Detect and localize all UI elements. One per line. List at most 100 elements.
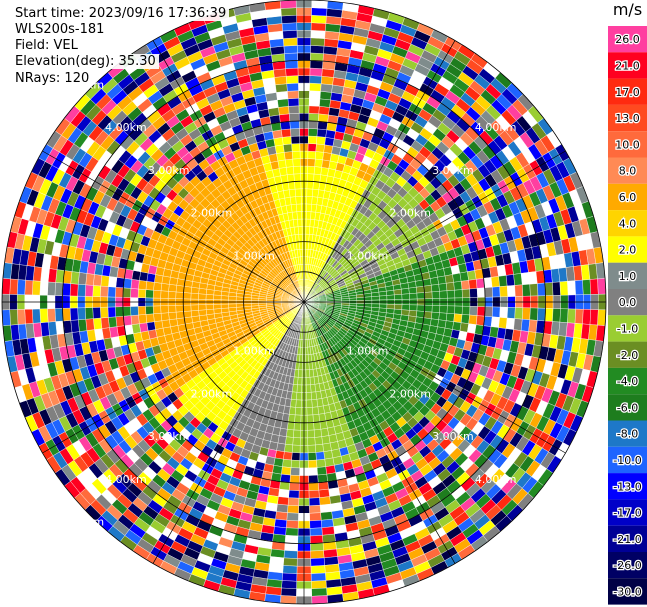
gate-cell-1258 (439, 305, 448, 314)
gate-cell-2384 (308, 482, 319, 491)
gate-cell-1166 (349, 297, 357, 301)
gate-cell-3570 (220, 303, 229, 309)
gate-cell-3696 (175, 285, 185, 293)
gate-cell-1252 (394, 304, 403, 310)
gate-cell-99 (315, 151, 324, 160)
gate-cell-3679 (1, 278, 11, 295)
gate-cell-1178 (439, 290, 448, 299)
gate-cell-4695 (281, 181, 290, 191)
gate-cell-1255 (416, 304, 425, 312)
gate-cell-4782 (290, 128, 300, 137)
gate-cell-60 (307, 143, 317, 152)
gate-cell-4729 (293, 226, 299, 235)
gate-cell-3661 (137, 288, 147, 298)
gate-cell-1182 (469, 288, 478, 298)
gate-cell-4738 (285, 158, 294, 168)
gate-cell-2347 (319, 503, 332, 513)
gate-cell-2454 (294, 407, 302, 416)
gate-cell-3568 (235, 303, 244, 308)
ring-label-3-2: 3.00km (432, 430, 474, 443)
gate-cell-2451 (296, 384, 302, 393)
ring-label-5-2: 5.00km (518, 516, 560, 529)
gate-cell-59 (307, 150, 316, 160)
gate-cell-2499 (284, 444, 293, 453)
gate-cell-2465 (288, 490, 300, 499)
gate-cell-1131 (386, 290, 395, 296)
gate-cell-1177 (431, 291, 441, 299)
gate-cell-63 (308, 120, 319, 130)
gate-cell-1195 (567, 280, 576, 296)
gate-cell-2366 (305, 347, 309, 355)
gate-cell-1139 (446, 282, 455, 291)
gate-cell-1308 (513, 318, 523, 331)
gate-cell-2455 (294, 414, 302, 423)
gate-cell-97 (313, 166, 322, 175)
gate-cell-4775 (294, 181, 302, 190)
gate-cell-3540 (145, 313, 155, 323)
gate-cell-2456 (293, 422, 301, 431)
gate-cell-1141 (461, 280, 470, 290)
gate-cell-2452 (296, 392, 302, 401)
colorbar-unit: m/s (612, 0, 643, 19)
gate-cell-66 (308, 98, 321, 107)
gate-cell-2365 (304, 339, 308, 348)
gate-cell-1254 (409, 304, 418, 312)
gate-cell-4791 (284, 60, 299, 69)
gate-cell-4766 (299, 249, 303, 257)
gate-cell-3677 (17, 279, 26, 295)
gate-cell-1265 (492, 306, 501, 318)
gate-cell-1268 (514, 307, 524, 320)
gate-cell-2395 (310, 565, 326, 574)
gate-cell-2463 (289, 474, 300, 484)
gate-cell-109 (321, 76, 334, 86)
gate-cell-2348 (320, 511, 333, 521)
gate-cell-3571 (213, 304, 222, 310)
gate-cell-3574 (190, 304, 199, 312)
gate-cell-1193 (552, 281, 561, 296)
gate-cell-56 (307, 173, 315, 182)
gate-cell-1145 (490, 276, 500, 288)
gate-cell-1271 (537, 307, 546, 322)
gate-cell-3709 (78, 272, 88, 285)
gate-cell-3585 (107, 306, 116, 318)
gate-cell-2510 (273, 526, 287, 536)
gate-cell-57 (307, 165, 315, 175)
gate-cell-3706 (100, 275, 110, 287)
gate-cell-3532 (206, 308, 215, 315)
gate-cell-3592 (54, 308, 64, 322)
gate-cell-1150 (528, 271, 538, 285)
gate-cell-1099 (444, 274, 454, 284)
gate-cell-1198 (589, 278, 599, 295)
gate-cell-3589 (77, 307, 86, 320)
gate-cell-2495 (288, 414, 296, 423)
gate-cell-3598 (9, 309, 19, 326)
gate-cell-2392 (310, 542, 324, 552)
gate-cell-2372 (306, 392, 312, 401)
gate-cell-1199 (597, 278, 607, 295)
gate-cell-1194 (559, 281, 569, 296)
gate-cell-2385 (308, 490, 320, 499)
gate-cell-1095 (415, 279, 425, 288)
gate-cell-2502 (281, 466, 292, 476)
gate-cell-2386 (308, 497, 321, 506)
gate-cell-64 (308, 113, 319, 122)
gate-cell-2333 (311, 399, 318, 408)
gate-cell-100 (315, 143, 325, 153)
gate-cell-1276 (574, 308, 584, 325)
gate-cell-2396 (310, 572, 327, 582)
gate-cell-3573 (198, 304, 207, 311)
gate-cell-1338 (437, 319, 447, 329)
gate-cell-3695 (183, 286, 192, 294)
gate-cell-4733 (290, 196, 297, 205)
gate-cell-4777 (293, 165, 301, 175)
gate-cell-3701 (138, 280, 147, 290)
gate-cell-3590 (69, 307, 79, 321)
gate-cell-3583 (122, 306, 132, 317)
gate-cell-3587 (92, 307, 101, 319)
gate-cell-3542 (130, 314, 140, 325)
gate-cell-1340 (452, 321, 462, 332)
gate-cell-3535 (183, 310, 192, 318)
gate-cell-102 (316, 128, 327, 138)
gate-cell-1136 (423, 285, 433, 293)
gate-cell-3591 (62, 307, 71, 322)
